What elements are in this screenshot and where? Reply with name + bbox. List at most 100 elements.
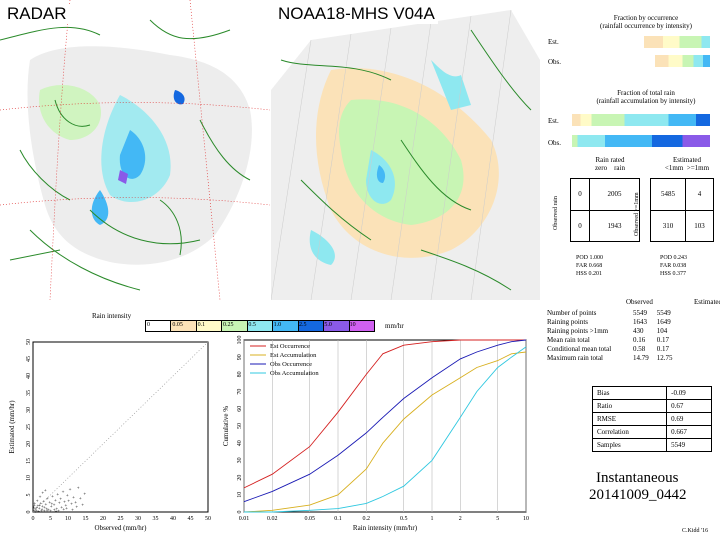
scatter-point: + <box>39 495 42 500</box>
scatter-point: + <box>35 507 38 512</box>
scatter-y-tick: 15 <box>26 458 32 464</box>
stats-value: 5549 <box>656 309 671 317</box>
scatter-x-tick: 30 <box>135 516 141 522</box>
satellite-title: NOAA18-MHS V04A <box>275 4 438 24</box>
score-row: Samples 5549 <box>591 438 712 452</box>
stats-value: 0.58 <box>633 345 646 353</box>
scatter-point: + <box>53 509 56 514</box>
scatter-point: + <box>66 494 69 499</box>
cumul-legend-label: Obs Accumulation <box>270 370 319 377</box>
cumul-y-tick: 30 <box>237 457 243 463</box>
scatter-y-tick: 20 <box>26 441 32 447</box>
score-row: Correlation 0.667 <box>591 425 712 439</box>
scatter-point: + <box>62 508 65 513</box>
scatter-point: + <box>47 508 50 513</box>
scatter-point: + <box>51 495 54 500</box>
stats-header-estimated: Estimated <box>694 298 720 306</box>
scatter-point: + <box>79 497 82 502</box>
scatter-point: + <box>81 504 84 509</box>
footer-line1: Instantaneous <box>596 470 679 486</box>
occurrence-obs-label: Obs. <box>548 58 562 66</box>
colorbar-segment <box>324 321 350 331</box>
scatter-point: + <box>57 510 60 515</box>
scatter-point: + <box>39 502 42 507</box>
scatter-point: + <box>71 508 74 513</box>
scores-table: Bias -0.09 Ratio 0.67 RMSE 0.69 Correlation 0.6… <box>591 386 712 452</box>
scatter-y-tick: 5 <box>26 494 32 497</box>
cumulative-chart: 0.01 0.02 0.05 0.1 0.2 0.5 1 2 5 1001020304050607… <box>222 336 529 533</box>
est-cell-10: 310 <box>649 209 687 242</box>
score-value: 5549 <box>666 438 712 452</box>
cumul-y-tick: 60 <box>237 406 243 412</box>
scatter-point: + <box>50 503 53 508</box>
cumul-series-est-accumulation <box>243 351 527 513</box>
rain-pod: POD 1.000 <box>576 255 604 261</box>
cumul-x-tick: 10 <box>523 516 529 522</box>
scatter-x-tick: 35 <box>153 516 159 522</box>
estimated-col2: >=1mm <box>686 164 710 172</box>
rain-cell-00: 0 <box>569 178 591 211</box>
scatter-point: + <box>64 504 67 509</box>
cumul-y-label: Cumulative % <box>222 406 230 446</box>
stats-value: 104 <box>656 327 668 335</box>
colorbar-tick-label: 0 <box>147 322 150 328</box>
score-label: Samples <box>591 438 668 452</box>
rain-cell-10: 0 <box>569 209 591 242</box>
scatter-y-tick: 30 <box>26 407 32 413</box>
scatter-y-tick: 35 <box>26 390 32 396</box>
occurrence-title-line1: Fraction by occurrence <box>613 14 679 22</box>
scatter-point: + <box>32 506 35 511</box>
score-row: Ratio 0.67 <box>591 399 712 413</box>
stats-row: Maximum rain total 14.79 12.75 <box>543 354 677 363</box>
fraction-rain-title-line2: (rainfall accumulation by intensity) <box>596 97 696 105</box>
scatter-point: + <box>33 504 36 509</box>
estimated-contingency-table: 5485 4 310 103 <box>649 178 714 242</box>
stats-label: Conditional mean total <box>547 345 612 353</box>
est-cell-11: 103 <box>685 209 714 242</box>
colorbar-segment <box>196 321 223 331</box>
stats-value: 1649 <box>656 318 671 326</box>
fraction-rain-obs-bar <box>572 135 710 147</box>
scatter-y-tick: 10 <box>26 475 32 481</box>
scatter-point: + <box>33 502 36 507</box>
scatter-point: + <box>41 508 44 513</box>
cumul-x-tick: 1 <box>431 516 434 522</box>
stats-header: Observed Estimated <box>626 298 720 306</box>
scatter-point: + <box>43 506 46 511</box>
scatter-point: + <box>55 510 58 515</box>
rain-cell-11: 1943 <box>589 209 640 242</box>
scatter-x-tick: 25 <box>118 516 124 522</box>
scatter-point: + <box>74 501 77 506</box>
scatter-point: + <box>67 499 70 504</box>
scatter-point: + <box>43 510 46 515</box>
scatter-point: + <box>36 499 39 504</box>
stats-row: Number of points 5549 5549 <box>543 309 677 318</box>
scatter-point: + <box>72 496 75 501</box>
colorbar-label: Rain intensity <box>92 312 132 320</box>
score-row: Bias -0.09 <box>591 386 712 400</box>
estimated-side-label: Observed >=1mm <box>634 192 640 236</box>
colorbar-tick-label: 2.5 <box>299 322 307 328</box>
colorbar-tick-label: 5.0 <box>324 322 332 328</box>
occurrence-obs-bar <box>572 55 710 67</box>
occurrence-est-bar <box>572 36 710 48</box>
scatter-y-tick: 50 <box>26 339 32 345</box>
score-value: -0.09 <box>666 386 712 400</box>
fraction-rain-title-line1: Fraction of total rain <box>617 89 675 97</box>
scatter-point: + <box>70 503 73 508</box>
scatter-point: + <box>42 500 45 505</box>
rain-rated-col1: zero <box>595 164 608 172</box>
colorbar-tick-label: 0.1 <box>197 322 206 328</box>
score-label: RMSE <box>591 412 668 426</box>
scatter-x-tick: 20 <box>100 516 106 522</box>
rain-rated-header: Rain rated zero rain <box>575 156 645 172</box>
scatter-point: + <box>45 507 48 512</box>
est-cell-01: 4 <box>685 178 714 211</box>
stats-value: 14.79 <box>633 354 649 362</box>
stats-value: 0.17 <box>656 345 669 353</box>
colorbar-tick-label: 0.25 <box>223 322 234 328</box>
scatter-point: + <box>35 509 38 514</box>
scatter-point: + <box>45 503 48 508</box>
satellite-map: NOAA18-MHS V04A <box>271 0 540 300</box>
scatter-x-tick: 0 <box>32 516 35 522</box>
